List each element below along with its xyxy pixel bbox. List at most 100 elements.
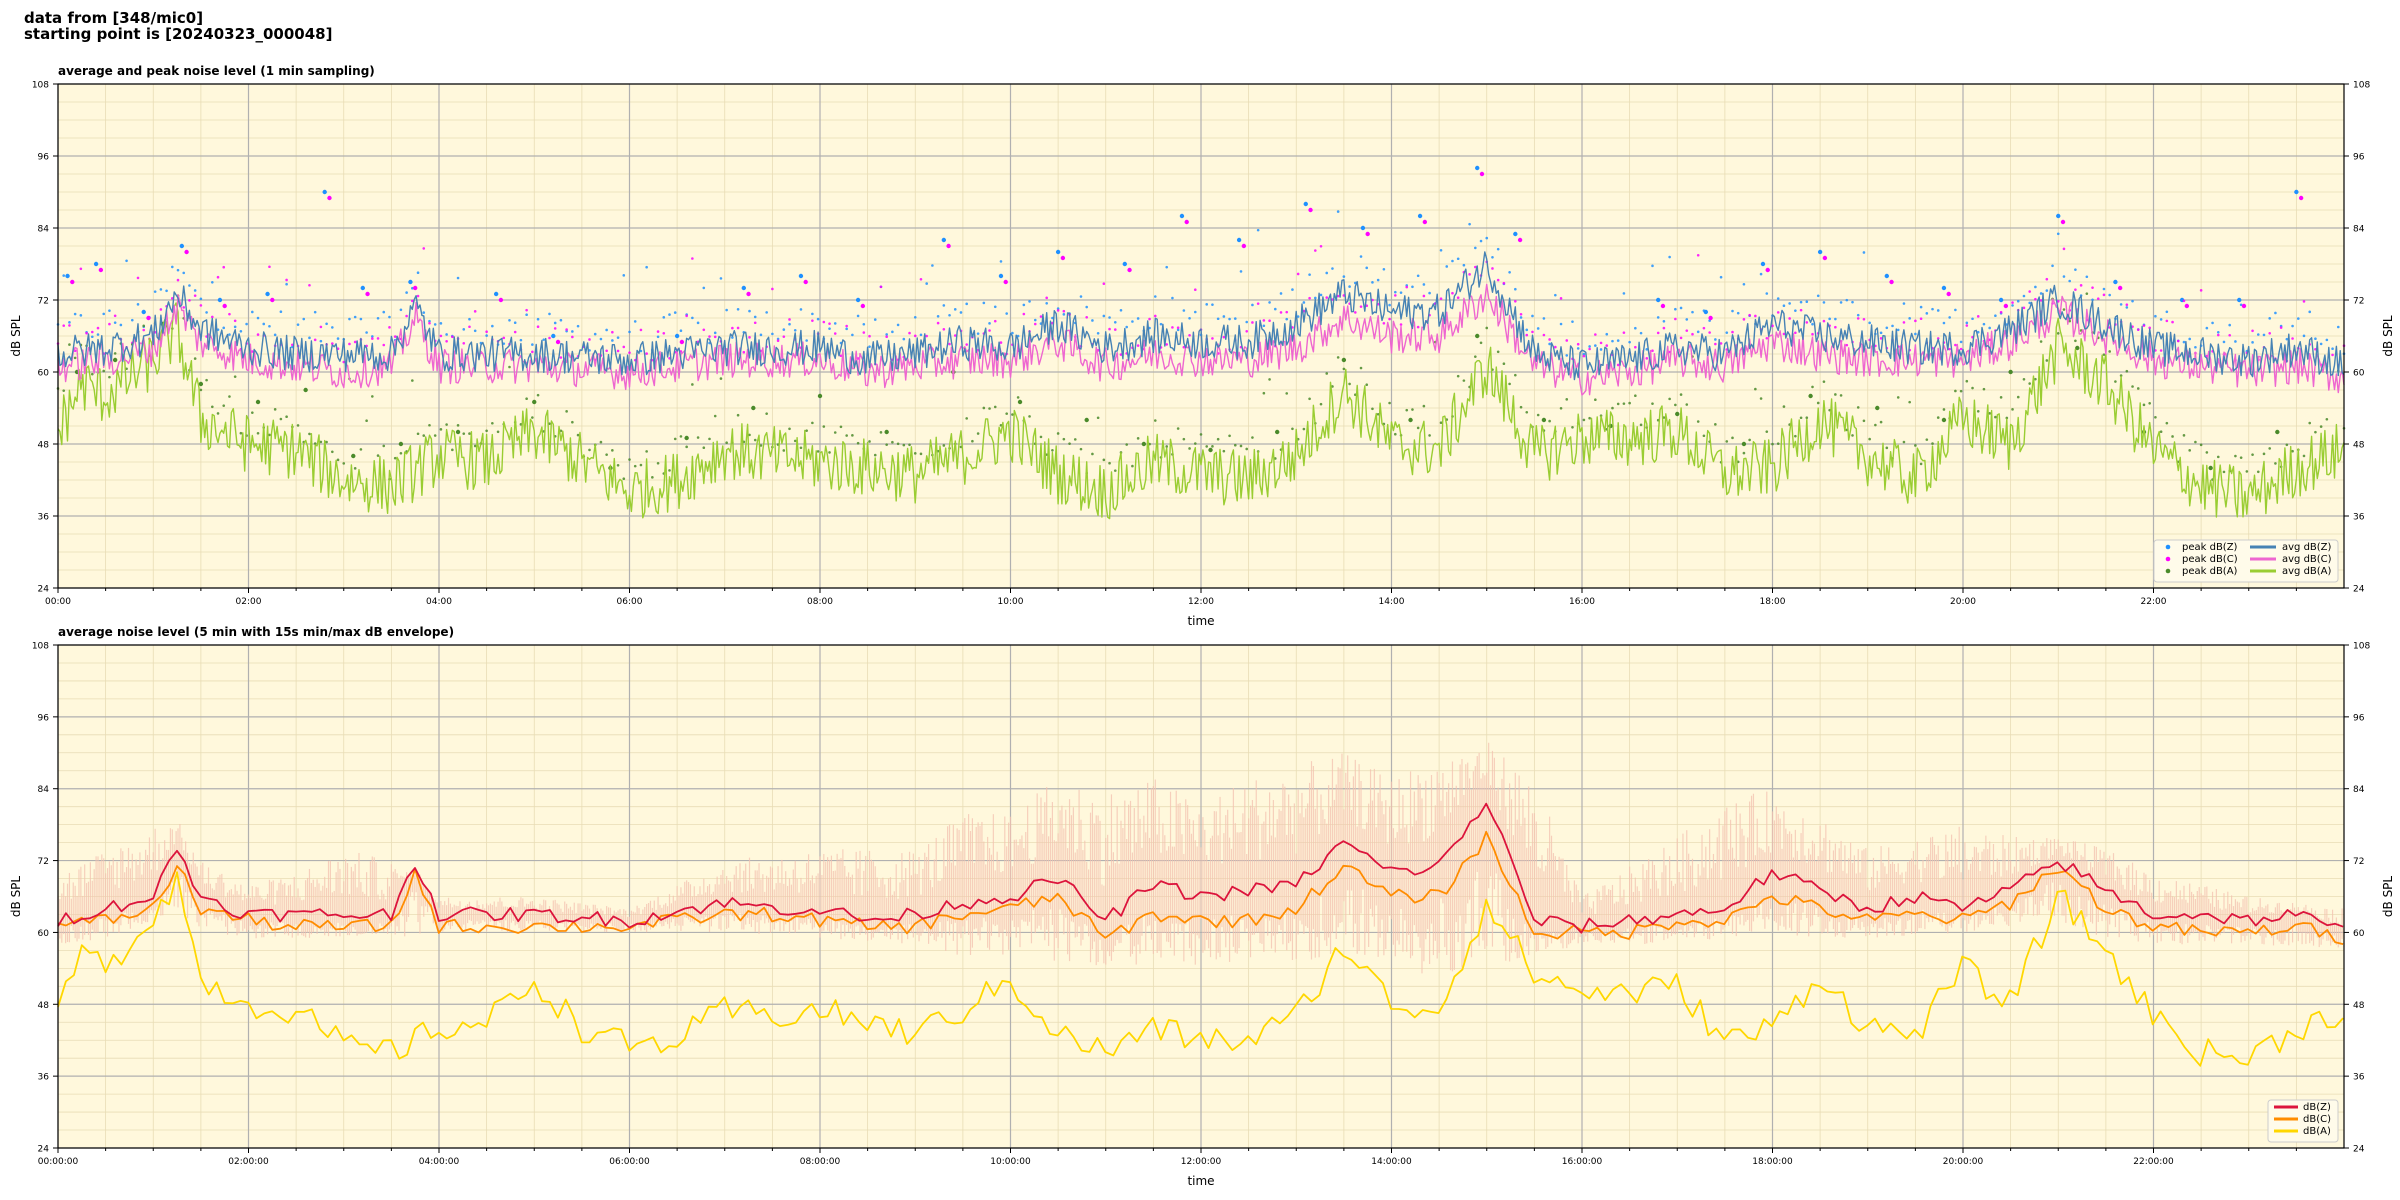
peak-point (1136, 317, 1140, 320)
peak-point (1875, 405, 1880, 411)
peak-point (1959, 340, 1963, 344)
peak-point (2222, 340, 2226, 344)
y-tick-label: 96 (38, 713, 50, 723)
peak-point (628, 330, 631, 334)
peak-point (1822, 319, 1826, 323)
peak-point (1885, 326, 1889, 330)
peak-point (1022, 303, 1026, 307)
peak-point (1741, 441, 1747, 447)
peak-point (1742, 282, 1746, 286)
peak-point (1085, 305, 1088, 309)
peak-point (1514, 373, 1517, 377)
peak-point (1559, 297, 1563, 300)
panel-title: average noise level (5 min with 15s min/… (58, 625, 454, 639)
peak-point (1496, 278, 1500, 282)
peak-point (1634, 326, 1637, 330)
peak-point (336, 458, 340, 462)
peak-point (942, 304, 946, 307)
peak-point (1576, 342, 1580, 346)
peak-point (1862, 251, 1866, 254)
peak-point (2016, 299, 2020, 303)
peak-point (342, 360, 346, 364)
peak-point (216, 275, 220, 279)
peak-point (1296, 315, 1300, 318)
peak-point (193, 294, 197, 297)
peak-point (182, 271, 186, 275)
peak-point (576, 433, 580, 437)
peak-point (1708, 331, 1711, 334)
peak-point (1536, 413, 1540, 417)
peak-point (731, 336, 734, 339)
peak-point (184, 249, 189, 255)
peak-point (2039, 299, 2043, 302)
peak-point (1165, 445, 1169, 448)
peak-point (1314, 296, 1317, 300)
peak-point (1291, 288, 1294, 291)
peak-point (674, 333, 680, 339)
peak-point (1285, 310, 1289, 314)
peak-point (199, 304, 203, 307)
peak-point (765, 311, 768, 314)
peak-point (1645, 357, 1649, 360)
peak-point (199, 388, 203, 392)
peak-point (1554, 293, 1557, 297)
peak-point (291, 343, 294, 347)
peak-point (548, 422, 551, 425)
peak-point (388, 315, 391, 319)
peak-point (1548, 342, 1551, 346)
peak-point (199, 297, 203, 301)
y-tick-label-right: 96 (2353, 153, 2365, 163)
peak-point (1834, 325, 1837, 329)
peak-point (142, 324, 146, 328)
peak-point (2060, 219, 2066, 225)
peak-point (1268, 301, 1271, 304)
peak-point (1171, 296, 1174, 300)
peak-point (2319, 342, 2323, 346)
peak-point (422, 247, 426, 250)
peak-point (1936, 416, 1940, 419)
peak-point (1616, 363, 1620, 367)
peak-point (255, 399, 261, 405)
peak-point (731, 326, 734, 330)
peak-point (1388, 303, 1391, 307)
peak-point (1308, 207, 1313, 213)
peak-point (1971, 317, 1974, 321)
peak-point (2205, 451, 2209, 454)
peak-point (1399, 291, 1403, 294)
x-tick-label: 04:00:00 (419, 1157, 460, 1167)
peak-point (1616, 402, 1620, 406)
avg-peak-panel: 24 24 36 36 48 48 60 60 72 72 84 84 96 96 108 108 00:00 0… (9, 64, 2395, 628)
peak-point (1193, 442, 1197, 445)
x-tick-label: 10:00 (998, 597, 1024, 607)
peak-point (860, 303, 866, 309)
peak-point (1285, 317, 1289, 321)
peak-point (1211, 337, 1214, 340)
peak-point (1416, 325, 1420, 329)
peak-point (1325, 271, 1329, 275)
peak-point (1336, 356, 1340, 359)
peak-point (908, 443, 911, 447)
peak-point (1033, 318, 1037, 322)
peak-point (1531, 330, 1534, 334)
peak-point (1051, 449, 1054, 452)
peak-point (62, 389, 66, 392)
peak-point (1719, 342, 1723, 345)
peak-point (376, 316, 380, 320)
peak-point (1474, 265, 1477, 269)
peak-point (748, 433, 751, 437)
peak-point (645, 265, 648, 269)
peak-point (439, 322, 443, 325)
peak-point (1475, 333, 1480, 339)
peak-point (1965, 321, 1969, 325)
peak-point (2096, 297, 2100, 300)
peak-point (1656, 297, 1661, 303)
peak-point (999, 260, 1003, 263)
y-tick-label-right: 48 (2353, 441, 2365, 451)
peak-point (1456, 257, 1460, 261)
peak-point (90, 330, 94, 334)
peak-point (222, 265, 226, 269)
peak-point (422, 311, 426, 314)
peak-point (1051, 316, 1054, 320)
peak-point (2319, 425, 2323, 428)
peak-point (473, 310, 477, 313)
